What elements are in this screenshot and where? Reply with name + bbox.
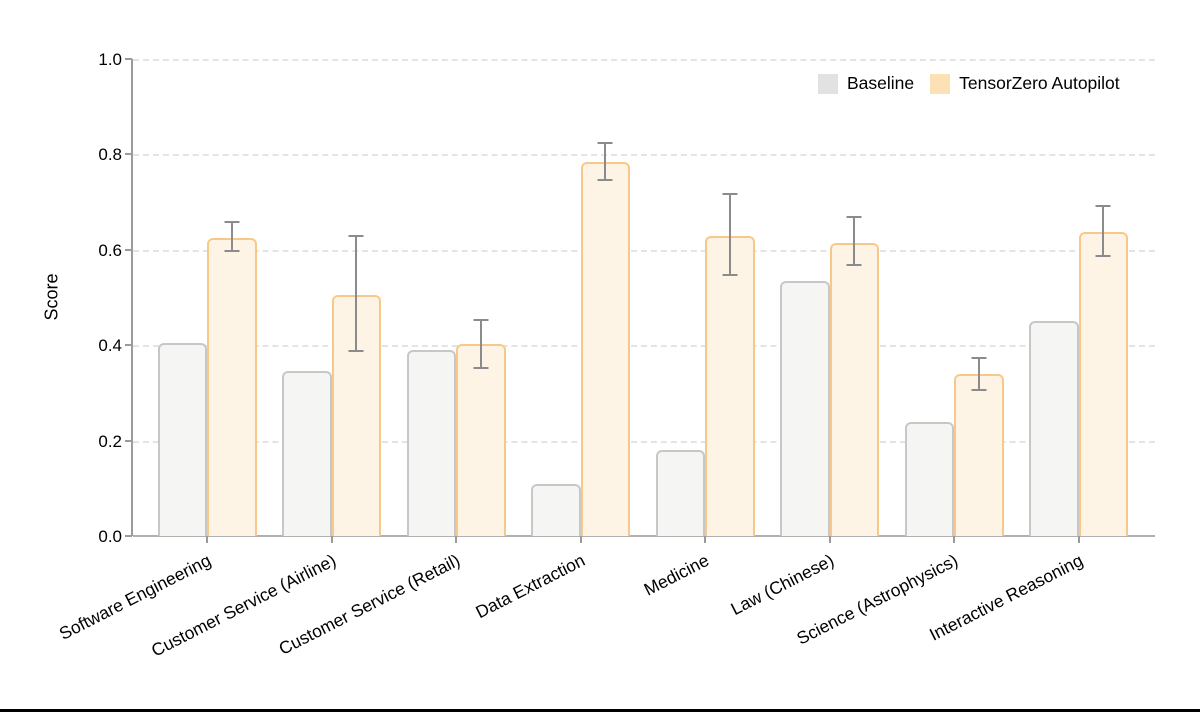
legend-item-2: TensorZero Autopilot xyxy=(930,73,1120,94)
bar-autopilot-7 xyxy=(954,373,1004,536)
y-tick-mark xyxy=(125,58,132,60)
y-tick-mark xyxy=(125,153,132,156)
error-bar-cap-bottom xyxy=(722,274,738,277)
y-tick-mark xyxy=(125,248,132,251)
error-bar-cap-bottom xyxy=(1095,254,1111,257)
error-bar-autopilot-6 xyxy=(830,216,880,267)
gridline-0.8 xyxy=(133,154,1155,157)
x-tick-mark xyxy=(206,536,208,543)
gridline-0.6 xyxy=(133,249,1155,252)
bar-autopilot-5 xyxy=(705,235,755,536)
y-tick-label-0.2: 0.2 xyxy=(98,431,122,451)
error-bar-autopilot-8 xyxy=(1079,205,1129,257)
bar-baseline-7 xyxy=(904,421,954,536)
bar-autopilot-1 xyxy=(207,237,257,536)
error-bar-stem xyxy=(853,216,856,267)
y-tick-label-0.8: 0.8 xyxy=(98,145,122,165)
error-bar-stem xyxy=(604,142,607,181)
x-axis-line xyxy=(133,535,1155,537)
x-tick-mark xyxy=(704,536,706,543)
bottom-window-divider xyxy=(0,709,1200,712)
error-bar-autopilot-2 xyxy=(332,235,382,353)
bar-baseline-4 xyxy=(531,483,581,536)
bar-autopilot-3 xyxy=(456,343,506,536)
error-bar-cap-bottom xyxy=(971,388,987,391)
y-tick-mark xyxy=(125,439,132,442)
legend-label: TensorZero Autopilot xyxy=(959,73,1120,93)
error-bar-stem xyxy=(1102,205,1105,257)
y-axis-line xyxy=(131,59,133,536)
error-bar-stem xyxy=(977,357,980,391)
bar-baseline-6 xyxy=(780,280,830,536)
error-bar-autopilot-5 xyxy=(705,192,755,277)
gridline-0.2 xyxy=(133,440,1155,443)
bar-baseline-3 xyxy=(406,349,456,536)
gridline-1.0 xyxy=(133,59,1155,61)
bar-autopilot-6 xyxy=(829,242,879,536)
x-tick-mark xyxy=(455,536,457,543)
error-bar-stem xyxy=(355,235,358,353)
error-bar-cap-bottom xyxy=(348,350,364,353)
x-tick-mark xyxy=(330,536,333,543)
legend-swatch-icon xyxy=(930,73,951,94)
bar-baseline-8 xyxy=(1029,321,1079,536)
y-tick-mark xyxy=(125,535,132,537)
bar-autopilot-8 xyxy=(1078,231,1128,536)
y-tick-mark xyxy=(125,344,132,347)
error-bar-cap-top xyxy=(597,142,613,145)
bar-baseline-5 xyxy=(655,450,705,536)
y-tick-label-1.0: 1.0 xyxy=(98,50,122,69)
gridline-0.4 xyxy=(133,345,1155,348)
plot-area xyxy=(133,59,1155,536)
legend-item-1: Baseline xyxy=(818,73,914,94)
error-bar-cap-bottom xyxy=(597,178,613,181)
x-tick-mark xyxy=(953,536,955,543)
error-bar-cap-top xyxy=(1095,205,1111,208)
error-bar-stem xyxy=(479,318,482,370)
error-bar-autopilot-3 xyxy=(456,318,506,370)
chart-legend: Baseline TensorZero Autopilot xyxy=(818,73,1120,94)
y-tick-label-0.4: 0.4 xyxy=(98,336,122,356)
error-bar-cap-top xyxy=(846,216,862,219)
error-bar-cap-top xyxy=(722,192,738,195)
x-tick-mark xyxy=(579,536,582,543)
error-bar-cap-bottom xyxy=(473,367,489,370)
legend-label: Baseline xyxy=(847,73,915,93)
error-bar-cap-top xyxy=(971,357,987,360)
bar-baseline-1 xyxy=(157,342,207,536)
y-tick-label-0.0: 0.0 xyxy=(98,527,122,546)
legend-swatch-icon xyxy=(818,73,838,94)
x-tick-mark xyxy=(1077,536,1080,543)
error-bar-autopilot-4 xyxy=(581,142,631,181)
error-bar-cap-top xyxy=(224,221,240,224)
error-bar-autopilot-1 xyxy=(207,221,257,253)
error-bar-cap-bottom xyxy=(224,250,240,253)
error-bar-stem xyxy=(230,221,233,253)
error-bar-cap-bottom xyxy=(846,264,862,267)
x-tick-mark xyxy=(828,536,831,543)
error-bar-cap-top xyxy=(348,235,364,238)
error-bar-cap-top xyxy=(473,318,489,321)
error-bar-stem xyxy=(728,192,731,277)
bar-baseline-2 xyxy=(282,371,332,536)
y-axis-title: Score xyxy=(41,273,62,321)
bar-autopilot-4 xyxy=(580,161,630,536)
error-bar-autopilot-7 xyxy=(954,357,1004,391)
y-tick-label-0.6: 0.6 xyxy=(98,240,122,260)
